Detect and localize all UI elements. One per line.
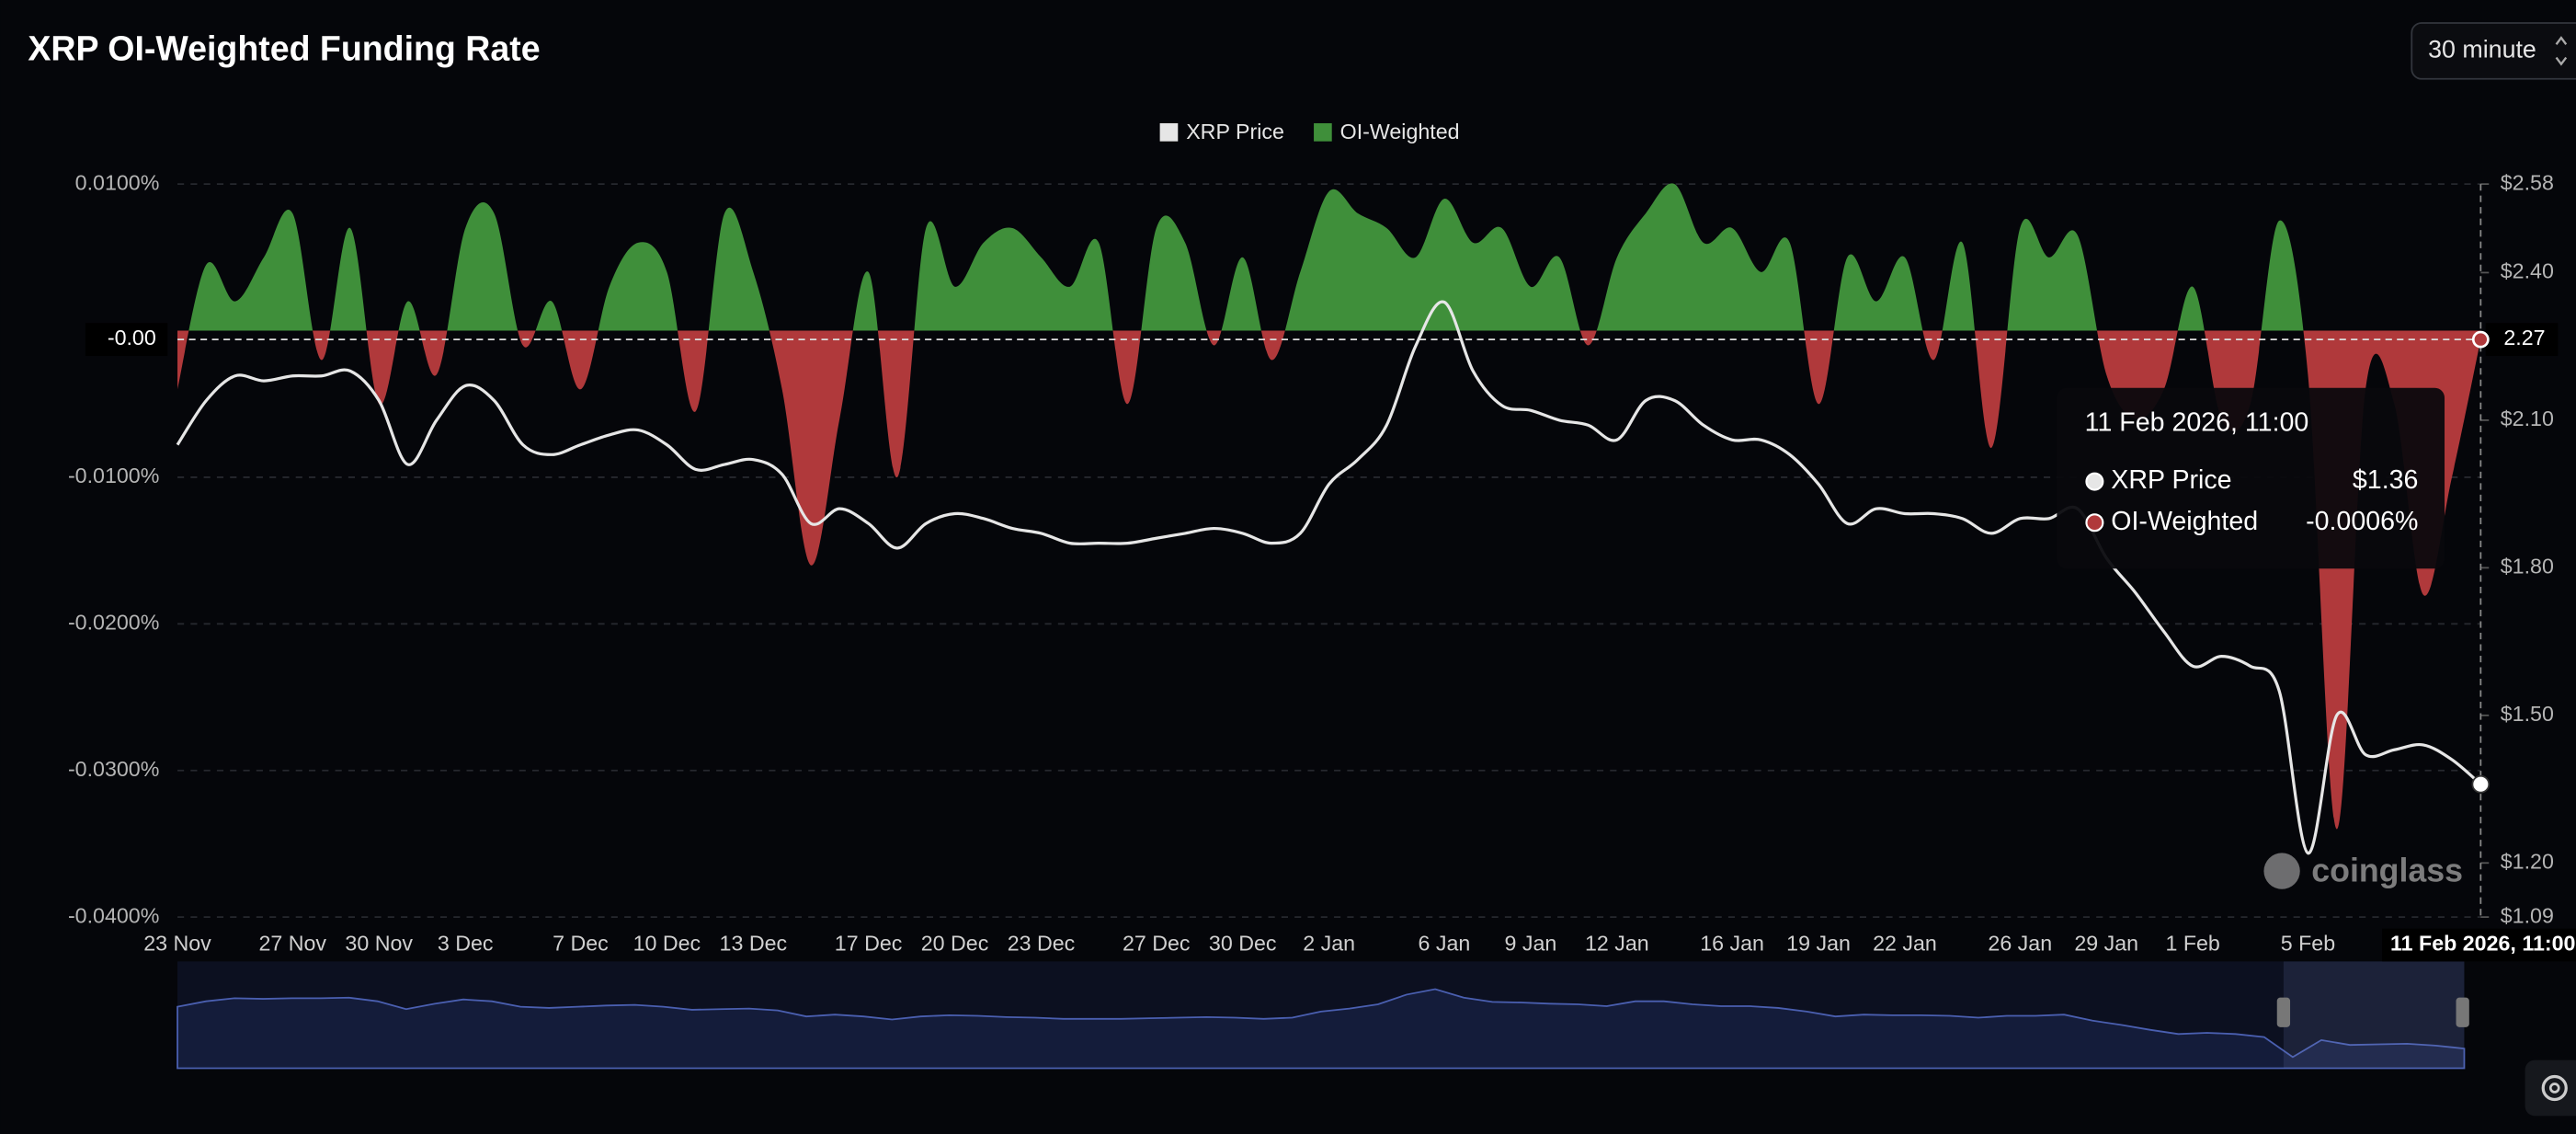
tooltip-dot	[2085, 513, 2104, 533]
navigator-selection	[2283, 961, 2465, 1069]
x-tick-label: 13 Dec	[720, 932, 788, 956]
tooltip-value: -0.0006%	[2306, 507, 2418, 536]
y2-tick-label: $1.50	[2501, 702, 2554, 726]
funding-area	[177, 183, 2481, 830]
x-tick-label: 29 Jan	[2074, 932, 2138, 956]
tooltip-dot	[2085, 472, 2104, 491]
x-tick-label: 23 Nov	[143, 932, 211, 956]
x-tick-label: 27 Dec	[1123, 932, 1191, 956]
watermark: coinglass	[2311, 852, 2463, 888]
x-tick-label: 6 Jan	[1419, 932, 1471, 956]
settings-button[interactable]	[2525, 1060, 2576, 1117]
y2-tick-label: $2.40	[2501, 259, 2554, 283]
tooltip-name: XRP Price	[2111, 465, 2231, 495]
crosshair-x-box	[2382, 928, 2576, 962]
x-tick-label: 16 Jan	[1700, 932, 1764, 956]
navigator-handle[interactable]	[2276, 997, 2291, 1027]
y2-tick-label: $2.58	[2501, 170, 2554, 194]
crosshair-y-box	[85, 323, 168, 356]
tooltip-box	[2057, 387, 2445, 569]
x-tick-label: 3 Dec	[438, 932, 494, 956]
settings-icon[interactable]	[2541, 1074, 2568, 1102]
crosshair-x-label: 11 Feb 2026, 11:00	[2390, 932, 2575, 956]
legend-swatch[interactable]	[1314, 123, 1332, 142]
x-tick-label: 17 Dec	[835, 932, 903, 956]
x-tick-label: 23 Dec	[1008, 932, 1076, 956]
x-tick-label: 7 Dec	[553, 932, 609, 956]
select-chevron	[2555, 36, 2568, 66]
navigator-area	[177, 988, 2466, 1070]
price-point	[2471, 774, 2491, 794]
tooltip-value: $1.36	[2353, 465, 2419, 495]
x-tick-label: 27 Nov	[258, 932, 326, 956]
funding-point	[2471, 330, 2490, 349]
price-line	[176, 300, 2482, 855]
settings-icon-center	[2548, 1082, 2560, 1094]
x-tick-label: 2 Jan	[1303, 932, 1355, 956]
y2-tick-label: $1.09	[2501, 903, 2554, 927]
y-tick-label: -0.0100%	[68, 464, 159, 487]
legend-label[interactable]: OI-Weighted	[1340, 120, 1460, 143]
crosshair-y-label: -0.00	[108, 326, 156, 349]
x-tick-label: 19 Jan	[1786, 932, 1851, 956]
legend-swatch[interactable]	[1159, 123, 1179, 142]
select-box[interactable]	[2411, 22, 2576, 80]
x-tick-label: 5 Feb	[2281, 932, 2335, 956]
interval-select[interactable]: 30 minute	[2411, 22, 2576, 80]
y-tick-label: 0.0100%	[75, 170, 160, 194]
x-tick-label: 30 Dec	[1209, 932, 1277, 956]
x-tick-label: 22 Jan	[1873, 932, 1937, 956]
x-tick-label: 9 Jan	[1504, 932, 1556, 956]
page-title: XRP OI-Weighted Funding Rate	[28, 29, 540, 67]
x-tick-label: 20 Dec	[921, 932, 989, 956]
select-text[interactable]: 30 minute	[2428, 35, 2536, 63]
navigator-handle[interactable]	[2456, 997, 2469, 1027]
crosshair-y2-box	[2485, 323, 2559, 356]
legend-label[interactable]: XRP Price	[1186, 120, 1284, 143]
y-tick-label: -0.0200%	[68, 610, 159, 634]
y-tick-label: -0.0400%	[68, 903, 159, 927]
x-tick-label: 30 Nov	[345, 932, 413, 956]
y-tick-label: -0.0300%	[68, 757, 159, 781]
x-tick-label: 10 Dec	[633, 932, 701, 956]
x-tick-label: 26 Jan	[1988, 932, 2052, 956]
y2-tick-label: $2.10	[2501, 407, 2554, 430]
tooltip-title: 11 Feb 2026, 11:00	[2085, 408, 2309, 438]
watermark-logo	[2263, 853, 2300, 889]
crosshair-y2-label: 2.27	[2503, 326, 2545, 349]
x-tick-label: 12 Jan	[1585, 932, 1649, 956]
tooltip-name: OI-Weighted	[2111, 507, 2258, 536]
y2-tick-label: $1.20	[2501, 849, 2554, 873]
y2-tick-label: $1.80	[2501, 554, 2554, 578]
x-tick-label: 1 Feb	[2165, 932, 2219, 956]
